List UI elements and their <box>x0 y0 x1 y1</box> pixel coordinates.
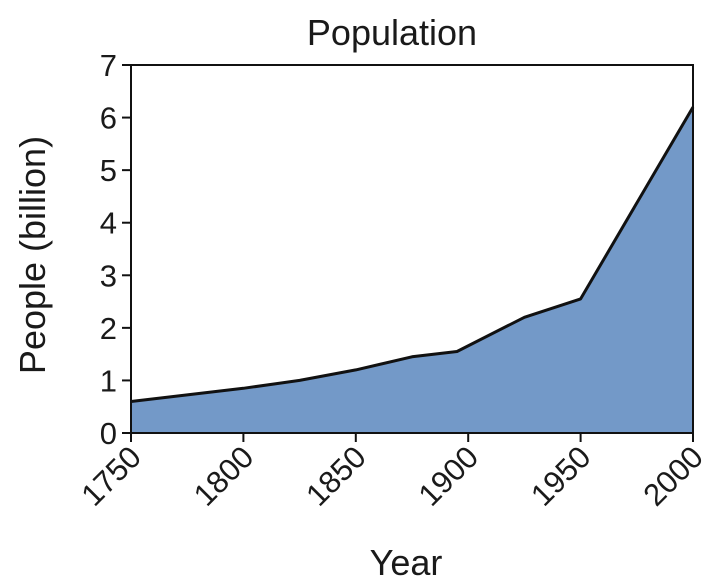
y-axis-label: People (billion) <box>12 136 53 374</box>
x-tick-label: 1750 <box>74 439 148 513</box>
y-tick-label: 7 <box>100 48 117 83</box>
y-tick-label: 3 <box>100 258 117 293</box>
y-tick-label: 0 <box>100 416 117 451</box>
x-tick-label: 1800 <box>187 439 261 513</box>
plot-area <box>131 65 693 433</box>
chart-title: Population <box>307 12 477 53</box>
y-tick-label: 4 <box>100 206 117 241</box>
x-tick-label: 1850 <box>299 439 373 513</box>
x-tick-label: 1950 <box>524 439 598 513</box>
population-area <box>131 107 693 433</box>
x-tick-label: 1900 <box>412 439 486 513</box>
x-tick-label: 2000 <box>636 439 707 513</box>
y-tick-label: 2 <box>100 311 117 346</box>
y-tick-label: 6 <box>100 101 117 136</box>
y-tick-label: 5 <box>100 153 117 188</box>
y-tick-label: 1 <box>100 363 117 398</box>
x-axis-label: Year <box>370 542 443 582</box>
x-axis: 1750 1800 1850 1900 1950 2000 <box>74 433 707 513</box>
y-axis: 0 1 2 3 4 5 6 7 <box>100 48 131 451</box>
